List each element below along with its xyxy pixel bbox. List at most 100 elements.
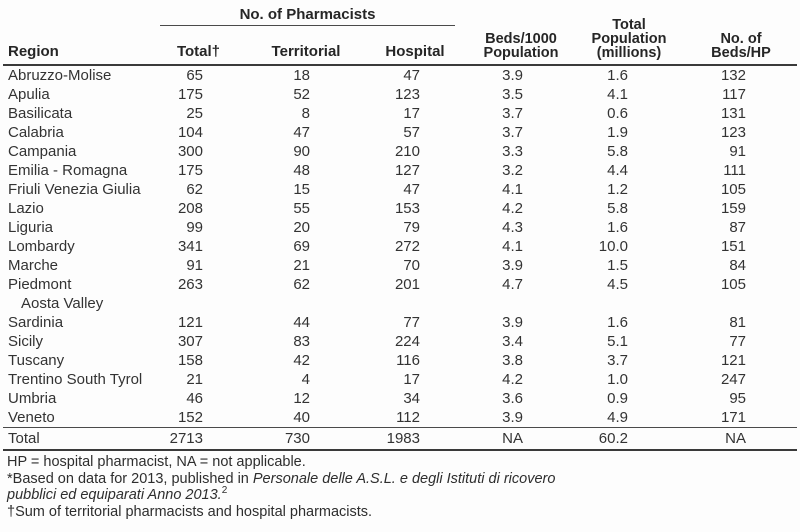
value-cell: 62 — [186, 181, 203, 198]
value-cell: 201 — [394, 276, 420, 293]
region-cell: Abruzzo-Molise — [8, 67, 112, 84]
value-cell: 1.6 — [607, 219, 628, 236]
value-cell: 1.9 — [607, 124, 628, 141]
value-cell: 44 — [293, 314, 310, 331]
region-cell: Friuli Venezia Giulia — [8, 181, 141, 198]
region-cell: Campania — [8, 143, 77, 160]
value-cell: 65 — [186, 67, 203, 84]
value-cell: 171 — [720, 409, 746, 426]
footnotes: HP = hospital pharmacist, NA = not appli… — [3, 451, 797, 520]
value-cell: 121 — [177, 314, 203, 331]
value-cell: 3.7 — [502, 105, 523, 122]
value-cell: 158 — [177, 352, 203, 369]
value-cell: 77 — [729, 333, 746, 350]
value-cell: 3.9 — [502, 314, 523, 331]
value-cell: 1.5 — [607, 257, 628, 274]
value-cell: 20 — [293, 219, 310, 236]
table-row: Apulia 175 52 123 3.5 4.1 117 — [3, 85, 797, 104]
value-cell: 175 — [177, 162, 203, 179]
value-cell: 77 — [403, 314, 420, 331]
region-cell: Sardinia — [8, 314, 64, 331]
table-row: Veneto 152 40 112 3.9 4.9 171 — [3, 408, 797, 428]
value-cell: 208 — [177, 200, 203, 217]
table-row: Lazio 208 55 153 4.2 5.8 159 — [3, 199, 797, 218]
value-cell: 4.7 — [502, 276, 523, 293]
header-group-pharmacists-label: No. of Pharmacists — [160, 2, 455, 26]
table-row: Basilicata 25 8 17 3.7 0.6 131 — [3, 104, 797, 123]
value-cell: 307 — [177, 333, 203, 350]
value-cell: 91 — [729, 143, 746, 160]
pharmacists-by-region-table: Region No. of Pharmacists Beds/1000 Popu… — [3, 2, 797, 451]
table-row: Piedmont Aosta Valley 263 62 201 4.7 4.5 105 — [3, 275, 797, 313]
value-cell: 55 — [293, 200, 310, 217]
value-cell: 132 — [720, 67, 746, 84]
value-cell: 127 — [394, 162, 420, 179]
value-cell: 3.5 — [502, 86, 523, 103]
table-row: Campania 300 90 210 3.3 5.8 91 — [3, 142, 797, 161]
value-cell: 47 — [403, 181, 420, 198]
value-cell: 4.9 — [607, 409, 628, 426]
region-cell: Liguria — [8, 219, 54, 236]
header-line: Population — [483, 45, 559, 61]
value-cell: 3.9 — [502, 67, 523, 84]
value-cell: 5.8 — [607, 143, 628, 160]
table-row: Friuli Venezia Giulia 62 15 47 4.1 1.2 105 — [3, 180, 797, 199]
header-group-pharmacists: No. of Pharmacists — [146, 2, 469, 26]
value-cell: 105 — [720, 181, 746, 198]
value-cell: 5.8 — [607, 200, 628, 217]
value-cell: 111 — [723, 162, 746, 179]
value-cell: 90 — [293, 143, 310, 160]
value-cell: 3.7 — [607, 352, 628, 369]
footnote-source-citation: Personale delle A.S.L. e degli Istituti … — [7, 470, 556, 504]
value-cell: 341 — [177, 238, 203, 255]
value-cell: 42 — [293, 352, 310, 369]
value-cell: 123 — [394, 86, 420, 103]
value-cell: 69 — [293, 238, 310, 255]
value-cell: 91 — [186, 257, 203, 274]
value-cell: 48 — [293, 162, 310, 179]
value-cell: 4.2 — [502, 200, 523, 217]
region-cell: Trentino South Tyrol — [8, 371, 143, 388]
value-cell: NA — [469, 427, 573, 451]
value-cell: 1.6 — [607, 314, 628, 331]
header-line: (millions) — [596, 45, 662, 61]
region-cell: Basilicata — [8, 105, 73, 122]
value-cell: 116 — [396, 352, 420, 369]
value-cell: 4.4 — [607, 162, 628, 179]
value-cell: 87 — [729, 219, 746, 236]
value-cell: 117 — [722, 86, 746, 103]
value-cell: 60.2 — [573, 427, 685, 451]
value-cell: NA — [685, 427, 797, 451]
table-row: Calabria 104 47 57 3.7 1.9 123 — [3, 123, 797, 142]
header-line: Population — [591, 31, 667, 47]
value-cell: 1.2 — [607, 181, 628, 198]
footnote-source-reference-number: 2 — [221, 485, 228, 497]
footnote-source-text: *Based on data for 2013, published in — [7, 470, 253, 487]
value-cell: 83 — [293, 333, 310, 350]
value-cell: 3.6 — [502, 390, 523, 407]
value-cell: 47 — [403, 67, 420, 84]
footnote-dagger: †Sum of territorial pharmacists and hosp… — [7, 503, 373, 520]
value-cell: 84 — [729, 257, 746, 274]
value-cell: 112 — [396, 409, 420, 426]
region-cell: Lombardy — [8, 238, 75, 255]
value-cell: 153 — [394, 200, 420, 217]
table-row: Umbria 46 12 34 3.6 0.9 95 — [3, 389, 797, 408]
region-cell: Emilia - Romagna — [8, 162, 128, 179]
value-cell: 224 — [394, 333, 420, 350]
value-cell: 52 — [293, 86, 310, 103]
value-cell: 79 — [403, 219, 420, 236]
value-cell: 131 — [720, 105, 746, 122]
value-cell: 4.1 — [502, 238, 523, 255]
header-total-pharmacists: Total† — [146, 26, 251, 66]
header-total-population-millions: Total Population (millions) — [573, 2, 685, 66]
table-row: Tuscany 158 42 116 3.8 3.7 121 — [3, 351, 797, 370]
value-cell: 1.0 — [607, 371, 628, 388]
value-cell: 18 — [293, 67, 310, 84]
value-cell: 151 — [720, 238, 746, 255]
value-cell: 3.4 — [502, 333, 523, 350]
subheader-row: Total† Territorial Hospital — [3, 26, 797, 66]
table-row: Sardinia 121 44 77 3.9 1.6 81 — [3, 313, 797, 332]
table-body: Abruzzo-Molise 65 18 47 3.9 1.6 132 Apulia 175 52… — [3, 65, 797, 451]
value-cell: 3.8 — [502, 352, 523, 369]
